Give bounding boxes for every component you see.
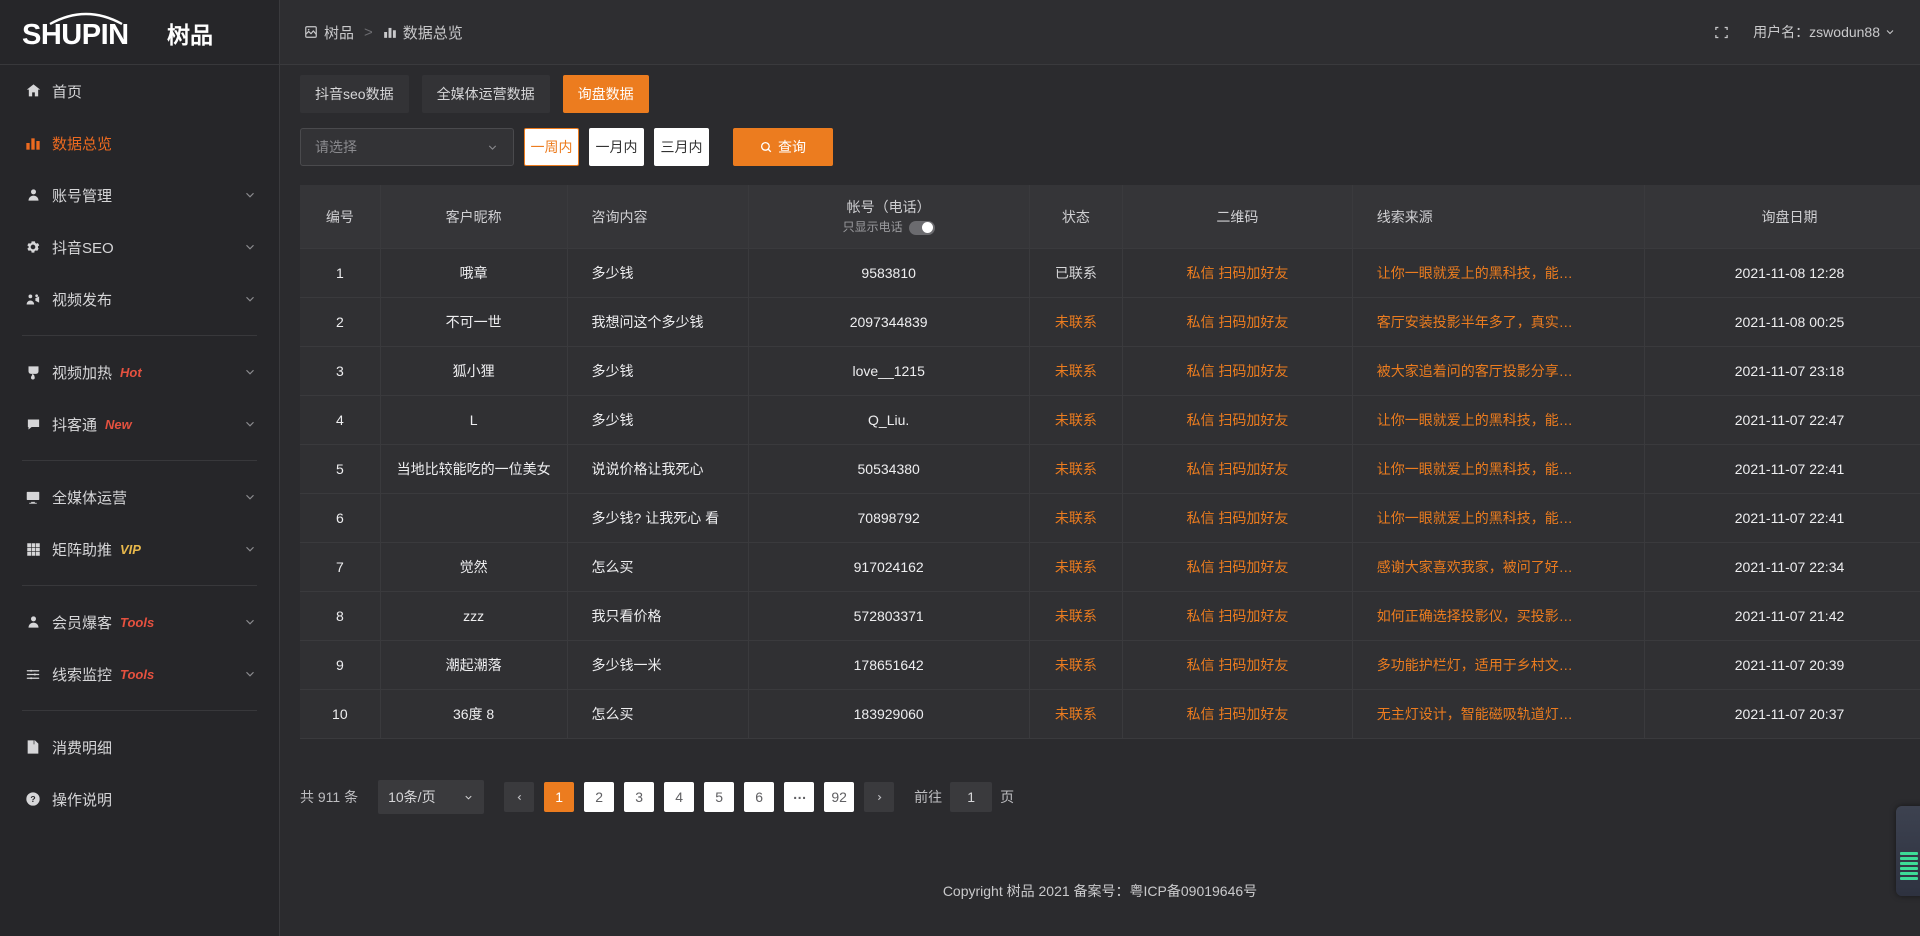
svg-text:?: ? [30,794,35,804]
svg-text:树品: 树品 [167,22,213,48]
svg-text:SHUPIN: SHUPIN [22,19,129,51]
